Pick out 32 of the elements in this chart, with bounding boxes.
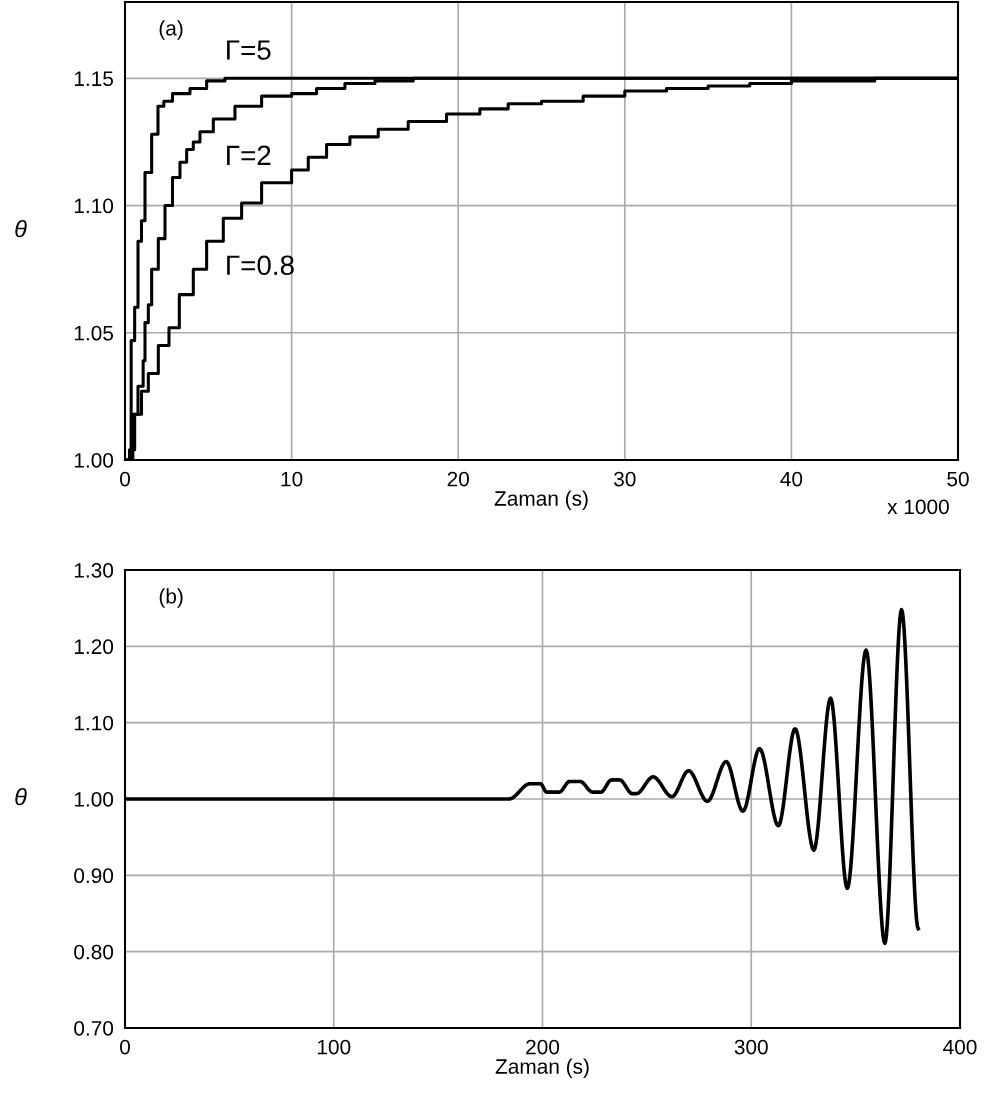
x-tick-label: 40 bbox=[780, 471, 803, 487]
annotation: (b) bbox=[159, 588, 183, 608]
text: x 1000 bbox=[887, 499, 949, 515]
y-tick-label: 1.20 bbox=[74, 639, 114, 655]
x-tick-label: 400 bbox=[943, 1039, 977, 1055]
annotation: (a) bbox=[159, 20, 183, 40]
x-tick-label: 10 bbox=[281, 471, 303, 487]
series-label: Γ=0.8 bbox=[227, 255, 294, 276]
y-tick-label: 1.10 bbox=[74, 198, 114, 214]
x-tick-label: 50 bbox=[947, 471, 969, 487]
y-tick-label: 1.00 bbox=[74, 792, 114, 807]
y-tick-label: 1.00 bbox=[74, 453, 114, 468]
y-tick-label: 1.05 bbox=[74, 325, 114, 341]
y-tick-label: 1.30 bbox=[74, 563, 114, 578]
y-tick-label: 0.70 bbox=[74, 1021, 114, 1036]
y-tick-label: 1.10 bbox=[74, 715, 114, 731]
x-axis-title: Zaman (s) bbox=[494, 490, 588, 510]
x-tick-label: 0 bbox=[120, 1039, 130, 1055]
y-axis-title: θ bbox=[15, 787, 27, 806]
x-tick-label: 200 bbox=[526, 1039, 560, 1055]
y-tick-label: 0.80 bbox=[74, 944, 114, 960]
series-label: Γ=2 bbox=[227, 145, 271, 165]
x-tick-label: 30 bbox=[614, 471, 636, 487]
y-tick-label: 0.90 bbox=[74, 868, 114, 884]
x-tick-label: 0 bbox=[120, 471, 130, 487]
x-tick-label: 20 bbox=[447, 471, 469, 487]
x-tick-label: 100 bbox=[317, 1039, 351, 1055]
y-tick-label: 1.15 bbox=[74, 71, 114, 87]
series-label: Γ=5 bbox=[227, 40, 271, 60]
y-axis-title: θ bbox=[15, 220, 27, 238]
x-axis-title: Zaman (s) bbox=[495, 1058, 589, 1078]
x-tick-label: 300 bbox=[734, 1039, 768, 1055]
